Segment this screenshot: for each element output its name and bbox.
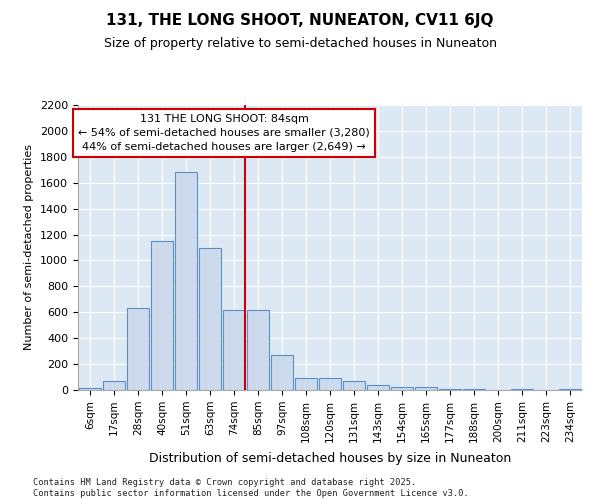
Bar [79,388,101,390]
Text: Contains HM Land Registry data © Crown copyright and database right 2025.
Contai: Contains HM Land Registry data © Crown c… [33,478,469,498]
Bar [319,378,341,390]
Text: 131, THE LONG SHOOT, NUNEATON, CV11 6JQ: 131, THE LONG SHOOT, NUNEATON, CV11 6JQ [106,12,494,28]
Bar [175,172,197,390]
Bar [223,310,245,390]
Bar [151,241,173,390]
Text: Size of property relative to semi-detached houses in Nuneaton: Size of property relative to semi-detach… [104,38,497,51]
Bar [295,378,317,390]
Bar [247,310,269,390]
X-axis label: Distribution of semi-detached houses by size in Nuneaton: Distribution of semi-detached houses by … [149,452,511,464]
Bar [199,248,221,390]
Bar [367,386,389,390]
Bar [271,355,293,390]
Bar [103,381,125,390]
Y-axis label: Number of semi-detached properties: Number of semi-detached properties [25,144,34,350]
Text: 131 THE LONG SHOOT: 84sqm
← 54% of semi-detached houses are smaller (3,280)
44% : 131 THE LONG SHOOT: 84sqm ← 54% of semi-… [78,114,370,152]
Bar [415,388,437,390]
Bar [127,308,149,390]
Bar [343,381,365,390]
Bar [391,388,413,390]
